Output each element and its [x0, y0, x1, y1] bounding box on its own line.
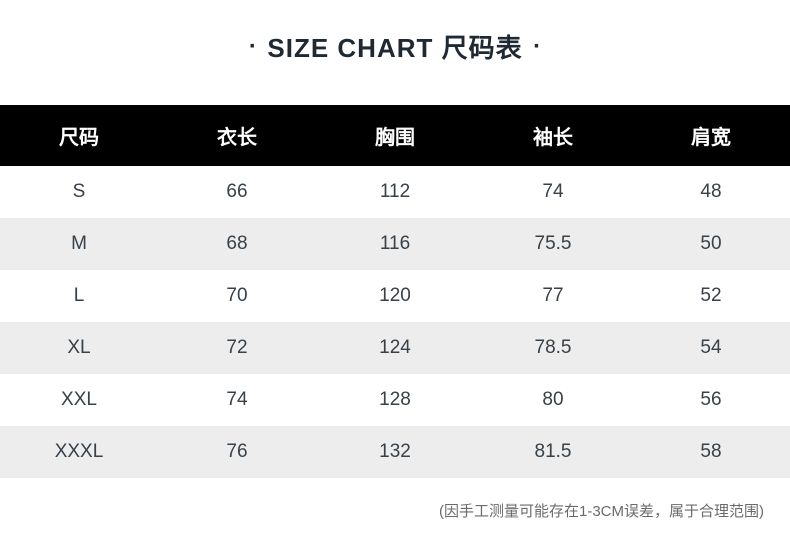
- cell-sleeve: 78.5: [474, 322, 632, 374]
- cell-shoulder: 50: [632, 218, 790, 270]
- table-row: XL 72 124 78.5 54: [0, 322, 790, 374]
- cell-chest: 120: [316, 270, 474, 322]
- cell-length: 66: [158, 166, 316, 218]
- size-chart-container: · SIZE CHART 尺码表 · 尺码 衣长 胸围 袖长 肩宽 S 66 1…: [0, 0, 790, 521]
- table-row: XXL 74 128 80 56: [0, 374, 790, 426]
- cell-size: XL: [0, 322, 158, 374]
- cell-sleeve: 80: [474, 374, 632, 426]
- cell-shoulder: 54: [632, 322, 790, 374]
- table-row: L 70 120 77 52: [0, 270, 790, 322]
- cell-chest: 128: [316, 374, 474, 426]
- col-length: 衣长: [158, 105, 316, 166]
- cell-sleeve: 74: [474, 166, 632, 218]
- title-dot-right: ·: [527, 33, 547, 61]
- cell-size: M: [0, 218, 158, 270]
- cell-chest: 132: [316, 426, 474, 478]
- cell-size: XXXL: [0, 426, 158, 478]
- cell-size: XXL: [0, 374, 158, 426]
- title-dot-left: ·: [243, 33, 263, 61]
- col-sleeve: 袖长: [474, 105, 632, 166]
- col-chest: 胸围: [316, 105, 474, 166]
- cell-length: 70: [158, 270, 316, 322]
- title-text: SIZE CHART 尺码表: [267, 28, 522, 65]
- size-table: 尺码 衣长 胸围 袖长 肩宽 S 66 112 74 48 M 68 116 7…: [0, 105, 790, 478]
- table-row: M 68 116 75.5 50: [0, 218, 790, 270]
- cell-shoulder: 52: [632, 270, 790, 322]
- cell-length: 74: [158, 374, 316, 426]
- cell-shoulder: 48: [632, 166, 790, 218]
- cell-shoulder: 56: [632, 374, 790, 426]
- cell-sleeve: 81.5: [474, 426, 632, 478]
- table-row: XXXL 76 132 81.5 58: [0, 426, 790, 478]
- cell-chest: 116: [316, 218, 474, 270]
- cell-length: 76: [158, 426, 316, 478]
- cell-length: 72: [158, 322, 316, 374]
- cell-sleeve: 77: [474, 270, 632, 322]
- cell-size: S: [0, 166, 158, 218]
- size-table-body: S 66 112 74 48 M 68 116 75.5 50 L 70 120…: [0, 166, 790, 478]
- cell-shoulder: 58: [632, 426, 790, 478]
- cell-sleeve: 75.5: [474, 218, 632, 270]
- cell-length: 68: [158, 218, 316, 270]
- cell-chest: 112: [316, 166, 474, 218]
- col-size: 尺码: [0, 105, 158, 166]
- cell-size: L: [0, 270, 158, 322]
- page-title: · SIZE CHART 尺码表 ·: [0, 28, 790, 65]
- size-table-header-row: 尺码 衣长 胸围 袖长 肩宽: [0, 105, 790, 166]
- measurement-footnote: (因手工测量可能存在1-3CM误差，属于合理范围): [0, 478, 790, 521]
- table-row: S 66 112 74 48: [0, 166, 790, 218]
- col-shoulder: 肩宽: [632, 105, 790, 166]
- cell-chest: 124: [316, 322, 474, 374]
- size-table-head: 尺码 衣长 胸围 袖长 肩宽: [0, 105, 790, 166]
